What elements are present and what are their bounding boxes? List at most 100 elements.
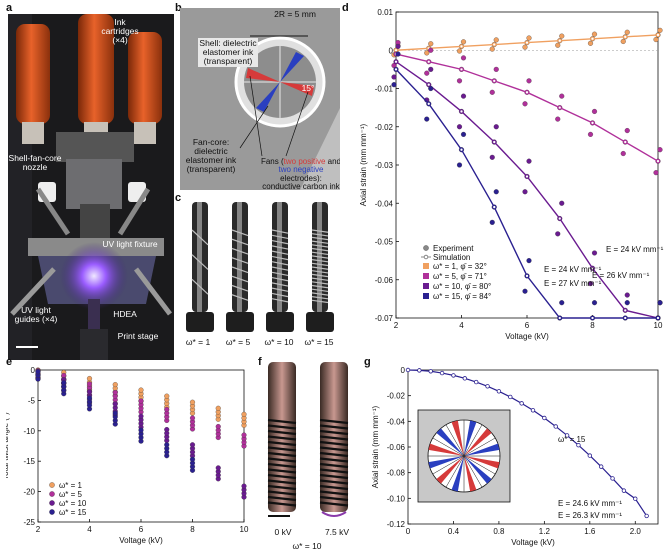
chart-d-point (493, 124, 499, 130)
actuator-coil (311, 273, 329, 278)
chart-e-legend-label: ω* = 15 (59, 508, 87, 517)
chart-d-sim-point (557, 316, 562, 320)
chart-e-xtick-label: 6 (139, 525, 144, 534)
chart-d-sim-point (459, 44, 464, 49)
inset-fan (464, 420, 477, 456)
chart-d-sim-point (492, 78, 497, 83)
chart-d-sim-point (426, 59, 431, 64)
chart-d-point (522, 44, 528, 50)
chart-g-line (407, 369, 648, 517)
chart-d-point (493, 66, 499, 72)
actuator-coil (271, 229, 289, 234)
chart-d-sim-point (426, 82, 431, 87)
legend-simulation-marker (423, 254, 429, 260)
legend-swatch (423, 273, 429, 279)
coil-line (319, 446, 349, 452)
chart-g-xtick-label: 1.6 (584, 527, 596, 536)
legend-simulation: Simulation (433, 253, 470, 262)
chart-g-ytick-label: -0.08 (387, 469, 406, 478)
chart-d-point (428, 85, 434, 92)
inset-fan (436, 428, 464, 456)
inset-spoke (463, 455, 483, 488)
coil-line (267, 490, 297, 496)
printer-illustration (8, 14, 174, 360)
chart-d-sim-point (590, 36, 595, 41)
inset-fan (428, 443, 464, 456)
chart-d-sim-point (525, 274, 529, 278)
actuator-coil (271, 276, 289, 282)
chart-d-point (591, 31, 598, 37)
actuator-coil (311, 240, 329, 244)
inset-spoke (463, 424, 483, 457)
actuator-coil (311, 270, 329, 274)
chart-d-point (456, 124, 463, 130)
chart-d-point (428, 66, 434, 72)
chart-e-ytick-label: 0 (31, 366, 36, 375)
chart-d-ytick-label: -0.04 (375, 199, 394, 208)
chart-d-sim-point (492, 42, 497, 47)
chart-d-point (591, 108, 598, 114)
omega-label-5: ω* = 5 (225, 337, 251, 347)
chart-d-point (526, 258, 532, 264)
chart-e-point (215, 423, 221, 430)
chart-d-sim-line (395, 53, 659, 162)
panel-label-c: c (175, 192, 182, 204)
chart-d-ytick-label: 0.01 (377, 8, 393, 17)
actuator-coil (311, 296, 329, 300)
chart-g-xlabel: Voltage (kV) (511, 538, 555, 547)
chart-e-point (138, 387, 144, 393)
legend-series-label: ω* = 10, φ̄ = 80° (433, 282, 491, 291)
actuator-coil (311, 288, 329, 293)
chart-d-sim-point (656, 159, 660, 164)
coil-line (319, 440, 349, 447)
chart-d-sim-point (394, 59, 398, 64)
coil-line (319, 429, 349, 436)
chart-d-point (460, 131, 467, 137)
coil-line (319, 490, 349, 496)
legend-marker (49, 500, 55, 506)
actuator-coil (191, 254, 209, 270)
chart-g-point (610, 476, 615, 481)
legend-marker (49, 482, 55, 488)
chart-e-point (164, 406, 170, 413)
coil-line (267, 451, 297, 458)
chart-e-point (241, 483, 247, 489)
chart-g-point (564, 433, 570, 438)
legend-series-label: ω* = 5, φ̄ = 71° (433, 272, 487, 281)
coil-line (319, 484, 349, 491)
chart-d-point (428, 47, 434, 53)
fans-suffix: electrodes): conductive carbon ink (blac… (262, 173, 340, 190)
chart-g-xtick-label: 1.2 (539, 527, 551, 536)
chart-d-point (555, 116, 561, 122)
chart-d-point (624, 29, 630, 35)
chart-g-point (576, 443, 581, 448)
chart-e-point (112, 410, 118, 416)
actuator-coil (271, 239, 289, 245)
coil-line (267, 457, 297, 463)
actuator-coil (231, 275, 249, 283)
legend-swatch (423, 293, 429, 299)
chart-e: 2 4 6 8 10 0 -5 -10 -15 -20 -25 Voltage (kV) Total t… (6, 366, 249, 545)
chart-g-point (553, 424, 558, 429)
chart-e-point (61, 372, 67, 379)
uv-fixture-label: UV light fixture (102, 239, 158, 249)
chart-d-point (395, 51, 401, 57)
coil-line (267, 446, 297, 452)
chart-d-sim-point (590, 121, 595, 125)
inset-fan (464, 456, 492, 484)
chart-g-point (405, 367, 411, 373)
chart-g-annotation: E = 26.3 kV mm⁻¹ (558, 511, 622, 520)
chart-d-ytick-label: -0.07 (375, 314, 394, 323)
chart-d-sim-point (656, 33, 660, 37)
actuator-coil (311, 236, 329, 241)
coil-line (267, 468, 297, 474)
chart-d-sim-point (459, 109, 464, 114)
inset-fan (464, 443, 500, 456)
legend-experiment-marker (423, 245, 429, 251)
actuation-illustration (267, 362, 349, 517)
chart-d-point (620, 38, 626, 45)
chart-e-point (112, 401, 118, 407)
chart-d-ytick-label: -0.01 (375, 85, 394, 94)
chart-d-sim-point (557, 105, 562, 110)
chart-d-point (428, 41, 434, 47)
